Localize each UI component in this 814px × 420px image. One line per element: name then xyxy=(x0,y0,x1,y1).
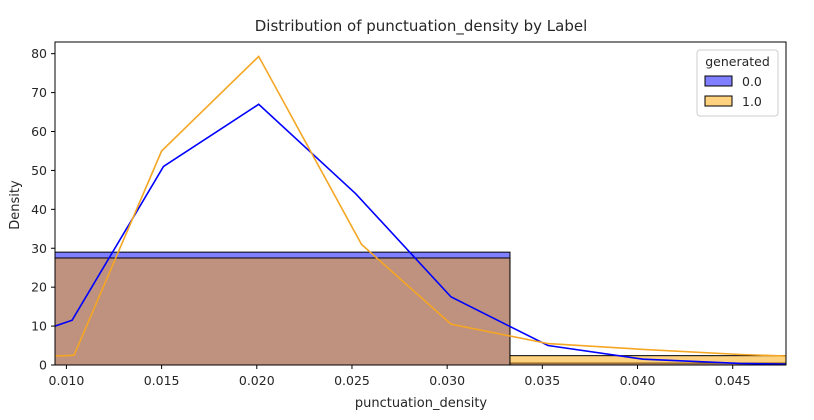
x-tick-label: 0.035 xyxy=(524,373,560,388)
histogram-bar-1-0-0 xyxy=(55,257,511,365)
y-tick-label: 0 xyxy=(39,358,47,373)
x-tick-label: 0.045 xyxy=(715,373,751,388)
y-tick-label: 80 xyxy=(31,46,47,61)
x-tick-label: 0.040 xyxy=(620,373,656,388)
y-axis-label: Density xyxy=(8,180,23,230)
axes: 0.010 0.015 0.020 0.025 0.030 0.035 0.040 0.045… xyxy=(31,41,787,388)
y-tick-label: 70 xyxy=(31,85,47,100)
x-tick-label: 0.015 xyxy=(144,373,180,388)
legend-swatch-1-0 xyxy=(704,95,733,107)
legend-title: generated xyxy=(705,54,770,69)
y-tick-label: 40 xyxy=(31,202,47,217)
y-tick-label: 20 xyxy=(31,280,47,295)
plot-frame xyxy=(54,41,787,366)
legend-swatch-0-0 xyxy=(704,75,733,87)
histogram-bar-1-0-1 xyxy=(509,355,786,365)
legend: generated 0.0 1.0 xyxy=(696,49,779,117)
kde-line-0-0 xyxy=(55,103,786,365)
y-tick-label: 60 xyxy=(31,124,47,139)
kde-line-1-0 xyxy=(55,55,786,357)
y-tick-label: 10 xyxy=(31,319,47,334)
legend-label-1-0: 1.0 xyxy=(742,94,762,109)
chart-title: Distribution of punctuation_density by L… xyxy=(255,17,588,36)
y-tick-label: 30 xyxy=(31,241,47,256)
x-tick-label: 0.020 xyxy=(239,373,275,388)
x-axis-label: punctuation_density xyxy=(355,396,488,411)
legend-label-0-0: 0.0 xyxy=(742,74,762,89)
x-tick-label: 0.030 xyxy=(429,373,465,388)
x-tick-label: 0.025 xyxy=(334,373,370,388)
y-tick-label: 50 xyxy=(31,163,47,178)
plot-area xyxy=(55,55,786,365)
x-tick-label: 0.010 xyxy=(49,373,85,388)
